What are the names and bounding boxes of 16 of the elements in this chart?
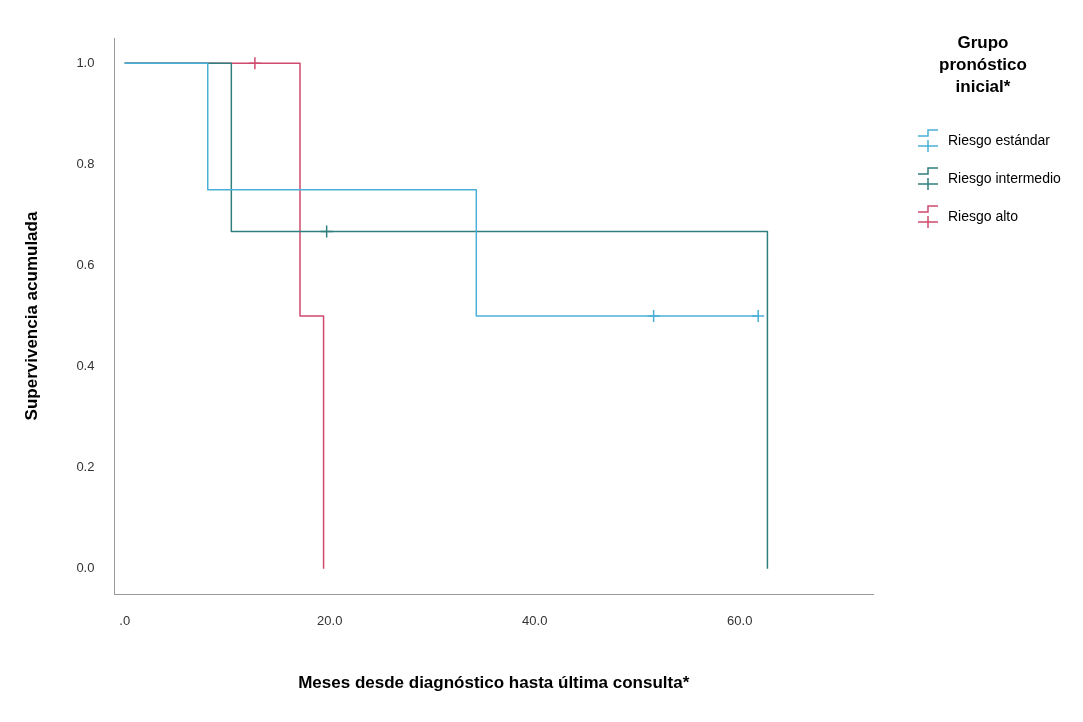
y-axis-title: Supervivencia acumulada xyxy=(21,211,41,421)
y-tick-label: 0.0 xyxy=(76,560,95,576)
x-tick-label: 40.0 xyxy=(522,613,548,629)
y-tick-label: 0.2 xyxy=(76,459,95,475)
y-tick-label: 1.0 xyxy=(76,54,95,70)
legend-label: Riesgo intermedio xyxy=(948,169,1062,186)
legend-label: Riesgo alto xyxy=(948,207,1019,224)
x-tick-label: .0 xyxy=(119,613,131,629)
legend-title: Grupo pronóstico inicial* xyxy=(939,33,1027,96)
x-tick-label: 60.0 xyxy=(727,613,753,629)
x-axis-title: Meses desde diagnóstico hasta última consulta* xyxy=(298,673,690,693)
x-tick-label: 20.0 xyxy=(317,613,343,629)
legend-label: Riesgo estándar xyxy=(948,131,1051,148)
y-tick-label: 0.4 xyxy=(76,358,95,374)
y-tick-label: 0.6 xyxy=(76,257,95,273)
y-tick-label: 0.8 xyxy=(76,155,95,171)
